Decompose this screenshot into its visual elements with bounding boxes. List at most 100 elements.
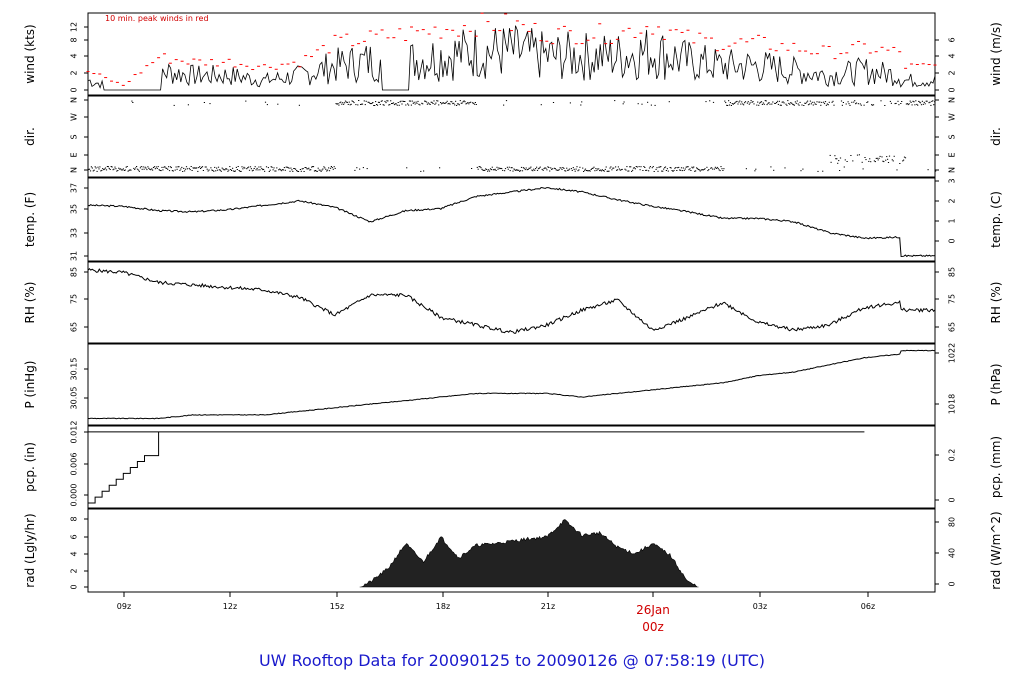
direction-point <box>456 105 458 106</box>
direction-point <box>519 170 521 172</box>
direction-point <box>440 103 443 105</box>
direction-point <box>601 169 603 171</box>
direction-point <box>570 168 572 170</box>
direction-point <box>641 103 643 105</box>
direction-point <box>894 103 896 105</box>
direction-point <box>880 100 882 102</box>
direction-point <box>168 170 171 172</box>
direction-point <box>823 101 825 103</box>
left-axis-label: pcp. (in) <box>23 442 37 492</box>
direction-point <box>215 170 217 172</box>
direction-point <box>459 100 461 102</box>
direction-point <box>137 169 140 171</box>
direction-point <box>923 101 925 103</box>
direction-point <box>916 103 918 105</box>
direction-point <box>595 168 597 170</box>
left-axis-label: wind (kts) <box>23 24 37 83</box>
direction-point <box>558 169 560 171</box>
direction-point <box>127 170 129 172</box>
direction-point <box>257 169 259 171</box>
direction-point <box>621 168 623 170</box>
precipitation-line <box>88 431 865 504</box>
left-tick-label: E <box>70 152 79 157</box>
direction-point <box>200 168 202 169</box>
direction-point <box>516 169 518 171</box>
direction-point <box>696 167 698 169</box>
direction-point <box>503 104 505 106</box>
direction-point <box>866 102 868 103</box>
direction-point <box>384 100 386 102</box>
direction-point <box>746 102 748 104</box>
direction-point <box>920 104 923 106</box>
direction-point <box>907 104 909 106</box>
right-tick-label: 2 <box>948 70 957 75</box>
direction-point <box>279 168 281 170</box>
direction-point <box>450 101 452 103</box>
direction-point <box>479 166 481 168</box>
direction-point <box>903 156 906 158</box>
direction-point <box>368 101 370 103</box>
direction-point <box>128 169 130 171</box>
direction-point <box>157 166 159 168</box>
direction-point <box>282 169 284 171</box>
direction-point <box>329 167 332 169</box>
x-tick-label: 15z <box>330 602 344 611</box>
direction-point <box>525 167 527 169</box>
direction-point <box>597 168 599 170</box>
direction-point <box>514 169 516 171</box>
direction-point <box>408 100 411 102</box>
direction-point <box>376 104 379 106</box>
direction-point <box>522 167 524 169</box>
direction-point <box>589 170 591 172</box>
direction-point <box>664 167 666 169</box>
direction-point <box>599 170 601 172</box>
direction-point <box>229 166 231 168</box>
direction-point <box>163 166 165 168</box>
direction-point <box>228 169 230 171</box>
direction-point <box>99 166 101 168</box>
direction-point <box>442 102 444 104</box>
direction-point <box>934 101 936 103</box>
panel-temp: temp. (F) temp. (C) 31 33 35 37 0 1 2 3 <box>23 177 1003 262</box>
direction-point <box>765 100 767 102</box>
direction-point <box>628 170 630 172</box>
direction-point <box>97 166 99 168</box>
direction-point <box>170 167 172 169</box>
direction-point <box>520 170 522 172</box>
direction-point <box>850 155 852 156</box>
direction-point <box>760 101 763 103</box>
direction-point <box>609 167 611 169</box>
direction-point <box>161 166 163 168</box>
direction-point <box>293 168 295 169</box>
direction-point <box>169 166 172 168</box>
direction-point <box>341 103 343 105</box>
direction-point <box>433 100 435 102</box>
direction-point <box>482 169 484 171</box>
direction-point <box>909 100 911 102</box>
direction-point <box>810 103 812 105</box>
direction-point <box>440 102 442 103</box>
direction-point <box>827 104 829 106</box>
direction-point <box>176 168 178 170</box>
direction-point <box>510 167 512 169</box>
direction-point <box>205 166 207 168</box>
direction-point <box>612 167 614 169</box>
panel-wind: wind (kts) wind (m/s) 0 2 4 8 12 0 2 4 6 <box>23 12 1003 96</box>
direction-point <box>253 168 255 169</box>
direction-point <box>528 167 530 169</box>
direction-point <box>335 103 337 105</box>
direction-point <box>472 102 474 104</box>
direction-point <box>581 101 583 103</box>
direction-point <box>675 167 677 168</box>
direction-point <box>389 104 391 106</box>
direction-point <box>689 168 691 170</box>
direction-point <box>154 168 156 170</box>
direction-point <box>337 103 339 105</box>
direction-point <box>426 103 428 105</box>
direction-point <box>134 168 136 170</box>
direction-point <box>728 100 730 102</box>
direction-point <box>504 170 506 172</box>
direction-point <box>404 101 406 102</box>
direction-point <box>207 170 209 172</box>
x-tick-label: 09z <box>117 602 131 611</box>
